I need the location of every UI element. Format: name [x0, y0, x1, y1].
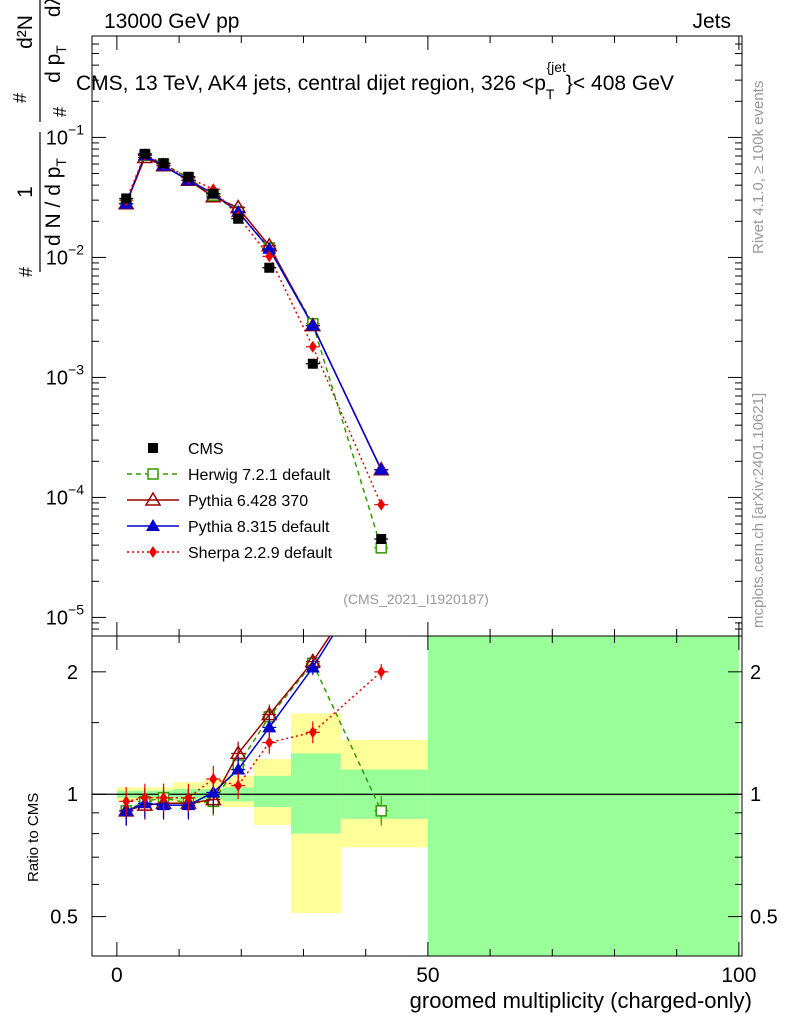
- legend-marker-pythia-6-428-370: [144, 491, 162, 506]
- main-point-cms: [578, 635, 589, 636]
- ratio-point-sherpa-2-2-9-default: [209, 773, 218, 786]
- legend-label-pythia-8-315-default: Pythia 8.315 default: [188, 519, 330, 536]
- main-y-axis-label: # 1 d N / d pT # d²N # d pT dλ: [10, 0, 70, 277]
- ratio-y-tick-label: 2: [67, 662, 78, 684]
- header-right: Jets: [692, 10, 731, 33]
- legend-marker-sherpa-2-2-9-default: [149, 546, 157, 558]
- main-y-tick-label: 10−4: [46, 481, 84, 509]
- analysis-watermark: (CMS_2021_I1920187): [343, 591, 489, 607]
- stat-uncertainty-band-7: [291, 753, 341, 834]
- ratio-point-sherpa-2-2-9-default: [184, 791, 193, 804]
- ratio-y-tick-label-right: 2: [750, 662, 761, 684]
- ratio-point-sherpa-2-2-9-default: [377, 665, 386, 678]
- ratio-point-pythia-8-315-default: [262, 720, 277, 733]
- ratio-y-tick-label-right: 0.5: [750, 907, 778, 929]
- ylabel-hash-2: #: [10, 93, 30, 103]
- plot-title-suffix: }< 408 GeV: [566, 72, 674, 95]
- stat-uncertainty-band-6: [253, 775, 292, 808]
- ylabel-dlambda: dλ: [42, 0, 65, 17]
- main-point-pythia-8-315-default: [262, 241, 277, 254]
- ratio-point-pythia-8-315-default: [231, 762, 246, 775]
- mcplots-label: mcplots.cern.ch [arXiv:2401.10621]: [750, 393, 767, 628]
- main-point-pythia-8-315-default: [374, 462, 389, 475]
- main-point-cms: [376, 534, 387, 545]
- ratio-point-pythia-8-315-default: [305, 660, 320, 673]
- legend-marker-pythia-8-315-default: [146, 519, 160, 531]
- rivet-version-label: Rivet 4.1.0, ≥ 100k events: [750, 81, 767, 254]
- plot-title-sub: T: [546, 86, 555, 102]
- legend-marker-herwig-7-2-1-default: [147, 468, 159, 480]
- main-point-cms: [264, 262, 275, 273]
- ratio-point-herwig-7-2-1-default: [375, 805, 387, 817]
- ratio-plot-frame: [91, 635, 743, 957]
- legend-label-pythia-6-428-370: Pythia 6.428 370: [188, 493, 308, 510]
- x-axis-label: groomed multiplicity (charged-only): [410, 988, 752, 1013]
- x-tick-label: 50: [416, 964, 439, 987]
- stat-uncertainty-band-9: [427, 636, 739, 956]
- legend-label-herwig-7-2-1-default: Herwig 7.2.1 default: [188, 467, 331, 484]
- plot-title: CMS, 13 TeV, AK4 jets, central dijet reg…: [76, 59, 674, 102]
- ratio-point-sherpa-2-2-9-default: [308, 726, 317, 739]
- ratio-point-sherpa-2-2-9-default: [159, 791, 168, 804]
- ratio-point-sherpa-2-2-9-default: [140, 791, 149, 804]
- ylabel-hash-3: #: [50, 107, 70, 117]
- ratio-y-tick-label-right: 1: [750, 784, 761, 806]
- main-series: [117, 148, 589, 636]
- ratio-y-axis-label: Ratio to CMS: [25, 793, 42, 882]
- main-y-tick-label: 10−2: [46, 241, 84, 269]
- main-y-tick-label: 10−1: [46, 121, 84, 149]
- x-tick-label: 100: [721, 964, 756, 987]
- main-point-sherpa-2-2-9-default: [265, 250, 274, 263]
- main-line-herwig-7-2-1-default: [125, 154, 382, 549]
- main-point-cms: [233, 213, 244, 224]
- main-y-tick-label: 10−3: [46, 361, 84, 389]
- legend-marker-cms: [148, 443, 158, 453]
- legend: CMS Herwig 7.2.1 default Pythia 6.428 370 P…: [127, 441, 333, 562]
- ratio-point-sherpa-2-2-9-default: [122, 795, 131, 808]
- main-point-pythia-8-315-default: [305, 318, 320, 331]
- x-tick-label: 0: [111, 964, 123, 987]
- ylabel-dN-dp: d N / d pT: [42, 158, 69, 246]
- main-line-sherpa-2-2-9-default: [125, 153, 382, 505]
- main-point-sherpa-2-2-9-default: [308, 340, 317, 353]
- ratio-point-sherpa-2-2-9-default: [234, 779, 243, 792]
- ratio-y-tick-label: 0.5: [50, 907, 78, 929]
- ratio-uncertainty-bands: [92, 636, 742, 956]
- main-point-cms: [121, 193, 132, 204]
- main-y-tick-label: 10−5: [46, 601, 84, 629]
- legend-label-sherpa-2-2-9-default: Sherpa 2.2.9 default: [188, 545, 333, 562]
- ratio-series: [117, 636, 389, 826]
- ylabel-one: 1: [14, 186, 37, 198]
- ylabel-hash-1: #: [16, 267, 36, 277]
- ylabel-dpT: d pT: [42, 45, 69, 83]
- ylabel-d2N: d²N: [14, 15, 37, 49]
- plot-title-sup: {jet: [546, 59, 566, 75]
- header-left: 13000 GeV pp: [104, 10, 239, 33]
- main-point-cms: [307, 358, 318, 369]
- main-point-cms: [139, 148, 150, 159]
- ratio-y-tick-label: 1: [67, 784, 78, 806]
- main-point-cms: [158, 158, 169, 169]
- ratio-point-sherpa-2-2-9-default: [265, 736, 274, 749]
- plot-title-prefix: CMS, 13 TeV, AK4 jets, central dijet reg…: [76, 72, 546, 95]
- main-point-sherpa-2-2-9-default: [377, 498, 386, 511]
- axes: 0 50 100 10−1 10−2 10−3 10−4 10−5 0.5 0.5 1 1 2 2: [46, 36, 778, 987]
- main-point-herwig-7-2-1-default: [375, 542, 387, 554]
- main-point-cms: [183, 171, 194, 182]
- main-point-cms: [208, 188, 219, 199]
- legend-label-cms: CMS: [188, 441, 224, 458]
